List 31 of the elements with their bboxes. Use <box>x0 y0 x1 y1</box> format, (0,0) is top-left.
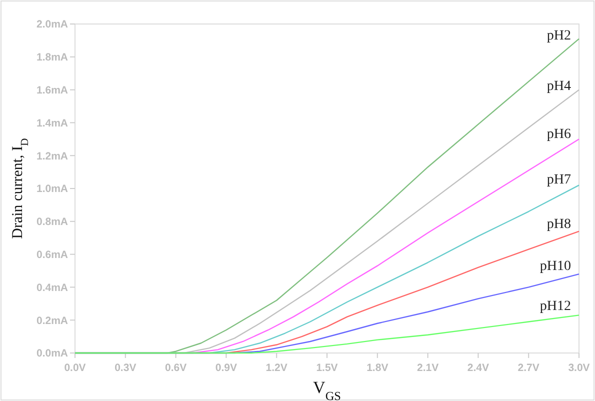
x-tick-label: 2.4V <box>467 362 490 374</box>
y-tick-label: 1.0mA <box>36 183 68 196</box>
y-tick-label: 1.2mA <box>36 150 68 162</box>
x-axis-title: V$_{GS}$ <box>313 378 342 401</box>
y-tick-label: 0.4mA <box>36 282 68 294</box>
x-tick-label: 1.5V <box>316 362 338 374</box>
x-tick-label: 0.6V <box>164 362 187 374</box>
series-label: pH6 <box>546 127 571 142</box>
series-label: pH2 <box>546 28 571 44</box>
line-series <box>74 314 580 354</box>
y-tick-label: 1.6mA <box>36 84 68 96</box>
x-tick-label: 2.7V <box>518 362 540 374</box>
y-tick-label: 1.8mA <box>36 52 68 64</box>
x-tick-label: 0.0V <box>64 362 86 374</box>
series-label: pH10 <box>540 259 571 274</box>
series-label: pH12 <box>540 299 571 314</box>
x-tick-label: 0.3V <box>114 362 136 374</box>
x-tick-label: 1.8V <box>366 362 388 374</box>
series-label: pH4 <box>546 78 571 94</box>
x-tick-label: 2.1V <box>416 362 439 374</box>
y-tick-label: 2.0mA <box>36 18 68 31</box>
y-tick-label: 0.0mA <box>36 348 68 360</box>
y-tick-label: 0.8mA <box>36 216 68 228</box>
series-label: pH7 <box>546 172 571 188</box>
y-tick-label: 1.4mA <box>36 117 68 130</box>
x-tick-label: 1.2V <box>266 362 288 374</box>
x-tick-label: 0.9V <box>215 362 238 374</box>
y-tick-label: 0.2mA <box>36 314 68 327</box>
x-tick-label: 3.0V <box>568 362 590 374</box>
y-tick-label: 0.6mA <box>36 248 68 261</box>
series-label: pH8 <box>546 217 571 232</box>
